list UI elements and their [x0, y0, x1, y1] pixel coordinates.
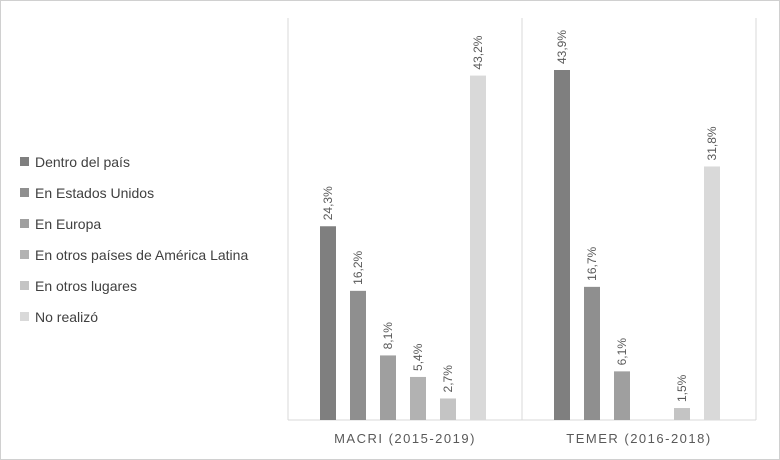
legend-swatch: [20, 219, 29, 228]
legend-item: En Europa: [20, 208, 248, 239]
data-label: 5,4%: [411, 343, 425, 371]
data-label: 31,8%: [705, 126, 719, 160]
data-label: 16,2%: [351, 250, 365, 284]
legend: Dentro del país En Estados Unidos En Europ…: [20, 146, 248, 332]
legend-swatch: [20, 281, 29, 290]
category-label: TEMER (2016-2018): [566, 431, 711, 446]
legend-swatch: [20, 250, 29, 259]
legend-item: No realizó: [20, 301, 248, 332]
data-label: 16,7%: [585, 247, 599, 281]
legend-label: Dentro del país: [35, 153, 130, 170]
legend-item: En Estados Unidos: [20, 177, 248, 208]
category-label: MACRI (2015-2019): [334, 431, 476, 446]
bar: [470, 75, 486, 420]
bar: [674, 408, 690, 420]
data-label: 2,7%: [441, 365, 455, 393]
bar: [440, 398, 456, 420]
data-label: 1,5%: [675, 374, 689, 402]
data-label: 43,2%: [471, 35, 485, 69]
bar: [614, 371, 630, 420]
legend-label: En Estados Unidos: [35, 184, 155, 201]
bar: [704, 166, 720, 420]
bar: [350, 290, 366, 420]
bar: [410, 376, 426, 420]
legend-label: En Europa: [35, 215, 102, 232]
bar: [380, 355, 396, 420]
data-label: 24,3%: [321, 186, 335, 220]
legend-item: En otros países de América Latina: [20, 239, 248, 270]
legend-label: En otros lugares: [35, 277, 137, 294]
bar: [320, 226, 336, 420]
legend-label: En otros países de América Latina: [35, 246, 249, 263]
legend-swatch: [20, 157, 29, 166]
data-label: 6,1%: [615, 338, 629, 366]
data-label: 8,1%: [381, 322, 395, 350]
legend-item: En otros lugares: [20, 270, 248, 301]
legend-swatch: [20, 188, 29, 197]
legend-label: No realizó: [35, 308, 99, 325]
bar: [584, 286, 600, 420]
bar: [554, 70, 570, 420]
data-label: 43,9%: [555, 30, 569, 64]
legend-swatch: [20, 312, 29, 321]
legend-item: Dentro del país: [20, 146, 248, 177]
